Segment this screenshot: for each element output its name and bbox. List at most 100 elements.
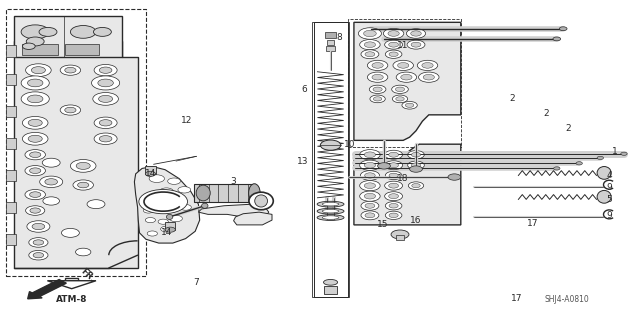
Circle shape <box>149 175 164 182</box>
FancyBboxPatch shape <box>145 166 156 174</box>
Circle shape <box>87 200 105 209</box>
Circle shape <box>358 28 381 39</box>
Circle shape <box>388 183 399 188</box>
Circle shape <box>385 171 402 180</box>
Text: 17: 17 <box>511 294 523 303</box>
Circle shape <box>76 162 90 169</box>
Circle shape <box>372 63 383 68</box>
Circle shape <box>77 182 89 188</box>
Circle shape <box>412 183 420 188</box>
Circle shape <box>388 42 399 47</box>
Circle shape <box>576 162 582 165</box>
Ellipse shape <box>597 190 611 203</box>
Text: 3: 3 <box>231 177 236 186</box>
Circle shape <box>389 173 398 178</box>
Circle shape <box>31 67 45 74</box>
Circle shape <box>65 107 76 113</box>
Circle shape <box>389 52 398 56</box>
Ellipse shape <box>166 214 173 219</box>
Circle shape <box>25 166 45 176</box>
Circle shape <box>397 63 409 68</box>
Circle shape <box>22 43 35 49</box>
Circle shape <box>98 79 113 87</box>
Circle shape <box>94 133 117 145</box>
Circle shape <box>621 152 627 155</box>
Circle shape <box>29 168 41 174</box>
Circle shape <box>33 240 44 245</box>
Circle shape <box>93 27 111 36</box>
Circle shape <box>320 140 340 150</box>
Circle shape <box>364 183 376 189</box>
Circle shape <box>76 248 91 256</box>
Circle shape <box>21 92 49 106</box>
Circle shape <box>158 219 168 224</box>
Circle shape <box>22 132 48 145</box>
FancyBboxPatch shape <box>65 44 99 55</box>
Text: 9: 9 <box>607 211 612 220</box>
Circle shape <box>157 206 169 212</box>
Circle shape <box>360 40 380 50</box>
Circle shape <box>385 211 402 219</box>
Circle shape <box>139 189 188 214</box>
Circle shape <box>364 162 376 168</box>
Circle shape <box>388 152 399 157</box>
Circle shape <box>60 105 81 115</box>
Circle shape <box>364 30 376 37</box>
FancyBboxPatch shape <box>6 138 16 149</box>
Circle shape <box>401 74 412 80</box>
Circle shape <box>417 60 438 70</box>
Circle shape <box>99 67 112 73</box>
Circle shape <box>423 74 435 80</box>
Circle shape <box>361 50 379 59</box>
Circle shape <box>178 187 191 193</box>
Circle shape <box>383 28 404 39</box>
Text: FR.: FR. <box>79 267 96 284</box>
Circle shape <box>391 230 409 239</box>
Circle shape <box>170 197 182 202</box>
Circle shape <box>396 87 404 92</box>
Circle shape <box>448 174 461 180</box>
Circle shape <box>26 37 44 46</box>
Circle shape <box>29 238 48 247</box>
Circle shape <box>65 67 76 73</box>
Ellipse shape <box>597 167 611 179</box>
Circle shape <box>364 42 376 48</box>
Circle shape <box>388 194 399 199</box>
Circle shape <box>385 50 402 58</box>
Circle shape <box>21 76 49 90</box>
Circle shape <box>393 60 413 70</box>
Text: 4: 4 <box>607 171 612 180</box>
Circle shape <box>389 204 398 208</box>
Ellipse shape <box>317 215 344 220</box>
FancyArrow shape <box>28 279 67 299</box>
Circle shape <box>365 213 375 218</box>
Circle shape <box>99 136 112 142</box>
Circle shape <box>27 221 50 232</box>
Circle shape <box>370 95 385 103</box>
Text: 2: 2 <box>566 124 571 133</box>
Circle shape <box>378 163 390 169</box>
Text: 18: 18 <box>397 174 409 183</box>
FancyBboxPatch shape <box>193 184 254 202</box>
Text: 11: 11 <box>397 41 409 50</box>
Circle shape <box>396 72 417 82</box>
Circle shape <box>396 97 404 101</box>
Circle shape <box>143 208 154 213</box>
Circle shape <box>385 181 403 190</box>
Circle shape <box>165 227 175 232</box>
Circle shape <box>148 195 159 201</box>
Text: 16: 16 <box>410 216 422 225</box>
Circle shape <box>99 95 113 102</box>
Circle shape <box>99 120 112 126</box>
Circle shape <box>28 95 43 103</box>
Circle shape <box>367 72 388 82</box>
Circle shape <box>373 87 382 92</box>
FancyBboxPatch shape <box>14 16 122 57</box>
Circle shape <box>145 171 156 176</box>
Text: 2: 2 <box>543 109 548 118</box>
Circle shape <box>43 197 60 205</box>
Circle shape <box>385 40 403 49</box>
Circle shape <box>360 150 380 160</box>
FancyBboxPatch shape <box>396 235 404 240</box>
Circle shape <box>369 85 386 93</box>
